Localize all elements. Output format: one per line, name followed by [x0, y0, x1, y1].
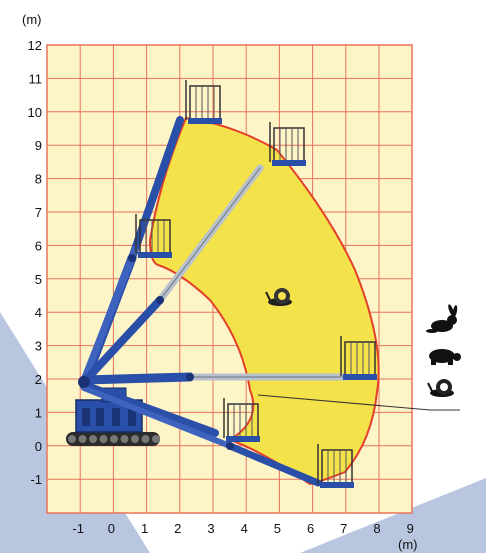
x-tick-label: 6	[307, 521, 314, 536]
y-tick-label: 2	[35, 372, 42, 387]
speed-legend	[257, 304, 461, 411]
snail-icon	[427, 379, 454, 397]
y-tick-label: 6	[35, 238, 42, 253]
y-tick-label: 8	[35, 172, 42, 187]
y-tick-label: 12	[28, 38, 42, 53]
basket	[223, 398, 260, 442]
x-tick-label: 3	[207, 521, 214, 536]
x-tick-labels: -1 0 1 2 3 4 5 6 7 8 9	[72, 521, 413, 536]
x-tick-label: 2	[174, 521, 181, 536]
basket	[317, 444, 354, 488]
y-tick-label: 9	[35, 138, 42, 153]
x-unit-label: (m)	[398, 537, 418, 552]
y-unit-label: (m)	[22, 12, 42, 27]
y-tick-label: -1	[30, 472, 42, 487]
x-tick-label: 0	[108, 521, 115, 536]
legend-leader-line	[257, 394, 431, 411]
baskets	[135, 80, 377, 488]
x-tick-label: 8	[373, 521, 380, 536]
x-tick-label: 4	[241, 521, 248, 536]
x-tick-label: -1	[72, 521, 84, 536]
x-tick-label: 9	[407, 521, 414, 536]
y-tick-label: 4	[35, 305, 42, 320]
turtle-icon	[429, 349, 461, 365]
y-tick-label: 7	[35, 205, 42, 220]
y-tick-label: 11	[29, 71, 43, 86]
x-tick-label: 1	[141, 521, 148, 536]
envelope-snail-icon	[265, 288, 292, 306]
rabbit-icon	[426, 304, 458, 333]
y-tick-label: 0	[35, 439, 42, 454]
basket	[135, 214, 172, 258]
basket	[269, 122, 306, 166]
basket	[340, 336, 377, 380]
y-tick-label: 10	[28, 105, 42, 120]
x-tick-label: 7	[340, 521, 347, 536]
x-tick-label: 5	[274, 521, 281, 536]
corner-band-right	[300, 478, 486, 553]
y-tick-label: 3	[35, 339, 42, 354]
y-tick-label: 1	[35, 405, 42, 420]
basket	[185, 80, 222, 124]
y-tick-label: 5	[35, 272, 42, 287]
